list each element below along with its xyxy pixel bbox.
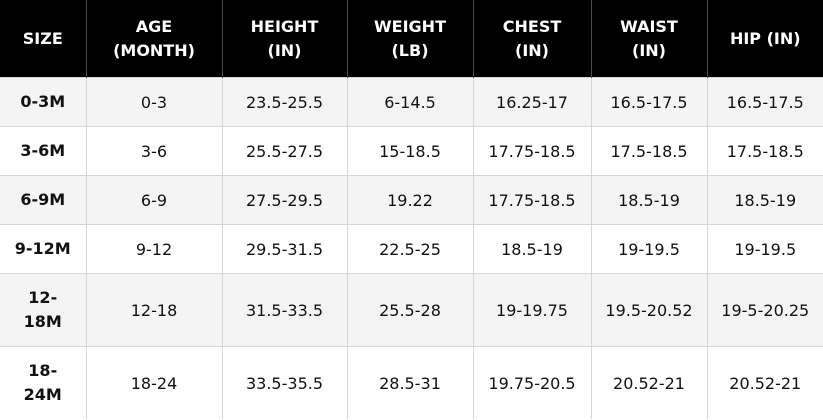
size-cell-line: 12- — [28, 288, 58, 307]
header-chest-unit: (IN) — [515, 40, 549, 60]
header-weight-unit: (LB) — [391, 40, 429, 60]
age-cell: 18-24 — [85, 346, 222, 419]
weight-cell: 28.5-31 — [346, 346, 473, 419]
weight-cell: 6-14.5 — [346, 77, 473, 127]
waist-cell: 16.5-17.5 — [590, 77, 707, 127]
age-cell: 0-3 — [85, 77, 222, 127]
size-cell: 0-3M — [0, 77, 86, 127]
chest-cell: 17.75-18.5 — [472, 126, 591, 176]
table-header: SIZE AGE (MONTH) HEIGHT (IN) WEIGHT (LB)… — [0, 0, 823, 78]
table-row: 6-9M 6-9 27.5-29.5 19.22 17.75-18.5 18.5… — [0, 175, 823, 225]
header-hip-label: HIP (IN) — [729, 28, 801, 48]
header-chest-label: CHEST — [502, 16, 562, 36]
header-weight: WEIGHT (LB) — [346, 0, 473, 78]
hip-cell: 16.5-17.5 — [706, 77, 823, 127]
chest-cell: 16.25-17 — [472, 77, 591, 127]
age-cell: 12-18 — [85, 273, 222, 347]
hip-cell: 20.52-21 — [706, 346, 823, 419]
height-cell: 27.5-29.5 — [221, 175, 347, 225]
header-weight-label: WEIGHT — [374, 16, 446, 36]
chest-cell: 17.75-18.5 — [472, 175, 591, 225]
height-cell: 23.5-25.5 — [221, 77, 347, 127]
chest-cell: 19-19.75 — [472, 273, 591, 347]
header-waist-label: WAIST — [620, 16, 678, 36]
header-size-label: SIZE — [22, 28, 63, 48]
height-cell: 33.5-35.5 — [221, 346, 347, 419]
hip-cell: 19-19.5 — [706, 224, 823, 274]
hip-cell: 19-5-20.25 — [706, 273, 823, 347]
size-cell-line: 18- — [28, 361, 58, 380]
age-cell: 3-6 — [85, 126, 222, 176]
waist-cell: 19.5-20.52 — [590, 273, 707, 347]
waist-cell: 17.5-18.5 — [590, 126, 707, 176]
header-row: SIZE AGE (MONTH) HEIGHT (IN) WEIGHT (LB)… — [0, 0, 823, 78]
header-height-label: HEIGHT — [250, 16, 319, 36]
header-chest: CHEST (IN) — [472, 0, 591, 78]
size-cell: 18- 24M — [0, 346, 86, 419]
height-cell: 31.5-33.5 — [221, 273, 347, 347]
header-hip: HIP (IN) — [706, 0, 823, 78]
age-cell: 9-12 — [85, 224, 222, 274]
header-size: SIZE — [0, 0, 86, 78]
weight-cell: 15-18.5 — [346, 126, 473, 176]
height-cell: 29.5-31.5 — [221, 224, 347, 274]
table-row: 12- 18M 12-18 31.5-33.5 25.5-28 19-19.75… — [0, 273, 823, 347]
waist-cell: 18.5-19 — [590, 175, 707, 225]
table-row: 3-6M 3-6 25.5-27.5 15-18.5 17.75-18.5 17… — [0, 126, 823, 176]
chest-cell: 19.75-20.5 — [472, 346, 591, 419]
size-cell: 12- 18M — [0, 273, 86, 347]
size-cell: 9-12M — [0, 224, 86, 274]
size-cell-line: 18M — [23, 312, 62, 331]
header-waist: WAIST (IN) — [590, 0, 707, 78]
size-cell-line: 24M — [23, 385, 62, 404]
age-cell: 6-9 — [85, 175, 222, 225]
weight-cell: 19.22 — [346, 175, 473, 225]
header-age: AGE (MONTH) — [85, 0, 222, 78]
header-height-unit: (IN) — [267, 40, 302, 60]
table-row: 0-3M 0-3 23.5-25.5 6-14.5 16.25-17 16.5-… — [0, 77, 823, 127]
chest-cell: 18.5-19 — [472, 224, 591, 274]
header-age-unit: (MONTH) — [113, 40, 195, 60]
header-height: HEIGHT (IN) — [221, 0, 347, 78]
hip-cell: 17.5-18.5 — [706, 126, 823, 176]
header-waist-unit: (IN) — [632, 40, 666, 60]
waist-cell: 19-19.5 — [590, 224, 707, 274]
height-cell: 25.5-27.5 — [221, 126, 347, 176]
header-age-label: AGE — [135, 16, 173, 36]
table-row: 18- 24M 18-24 33.5-35.5 28.5-31 19.75-20… — [0, 346, 823, 419]
weight-cell: 22.5-25 — [346, 224, 473, 274]
hip-cell: 18.5-19 — [706, 175, 823, 225]
waist-cell: 20.52-21 — [590, 346, 707, 419]
weight-cell: 25.5-28 — [346, 273, 473, 347]
size-cell: 3-6M — [0, 126, 86, 176]
table-body: 0-3M 0-3 23.5-25.5 6-14.5 16.25-17 16.5-… — [0, 77, 823, 419]
size-cell: 6-9M — [0, 175, 86, 225]
table-row: 9-12M 9-12 29.5-31.5 22.5-25 18.5-19 19-… — [0, 224, 823, 274]
